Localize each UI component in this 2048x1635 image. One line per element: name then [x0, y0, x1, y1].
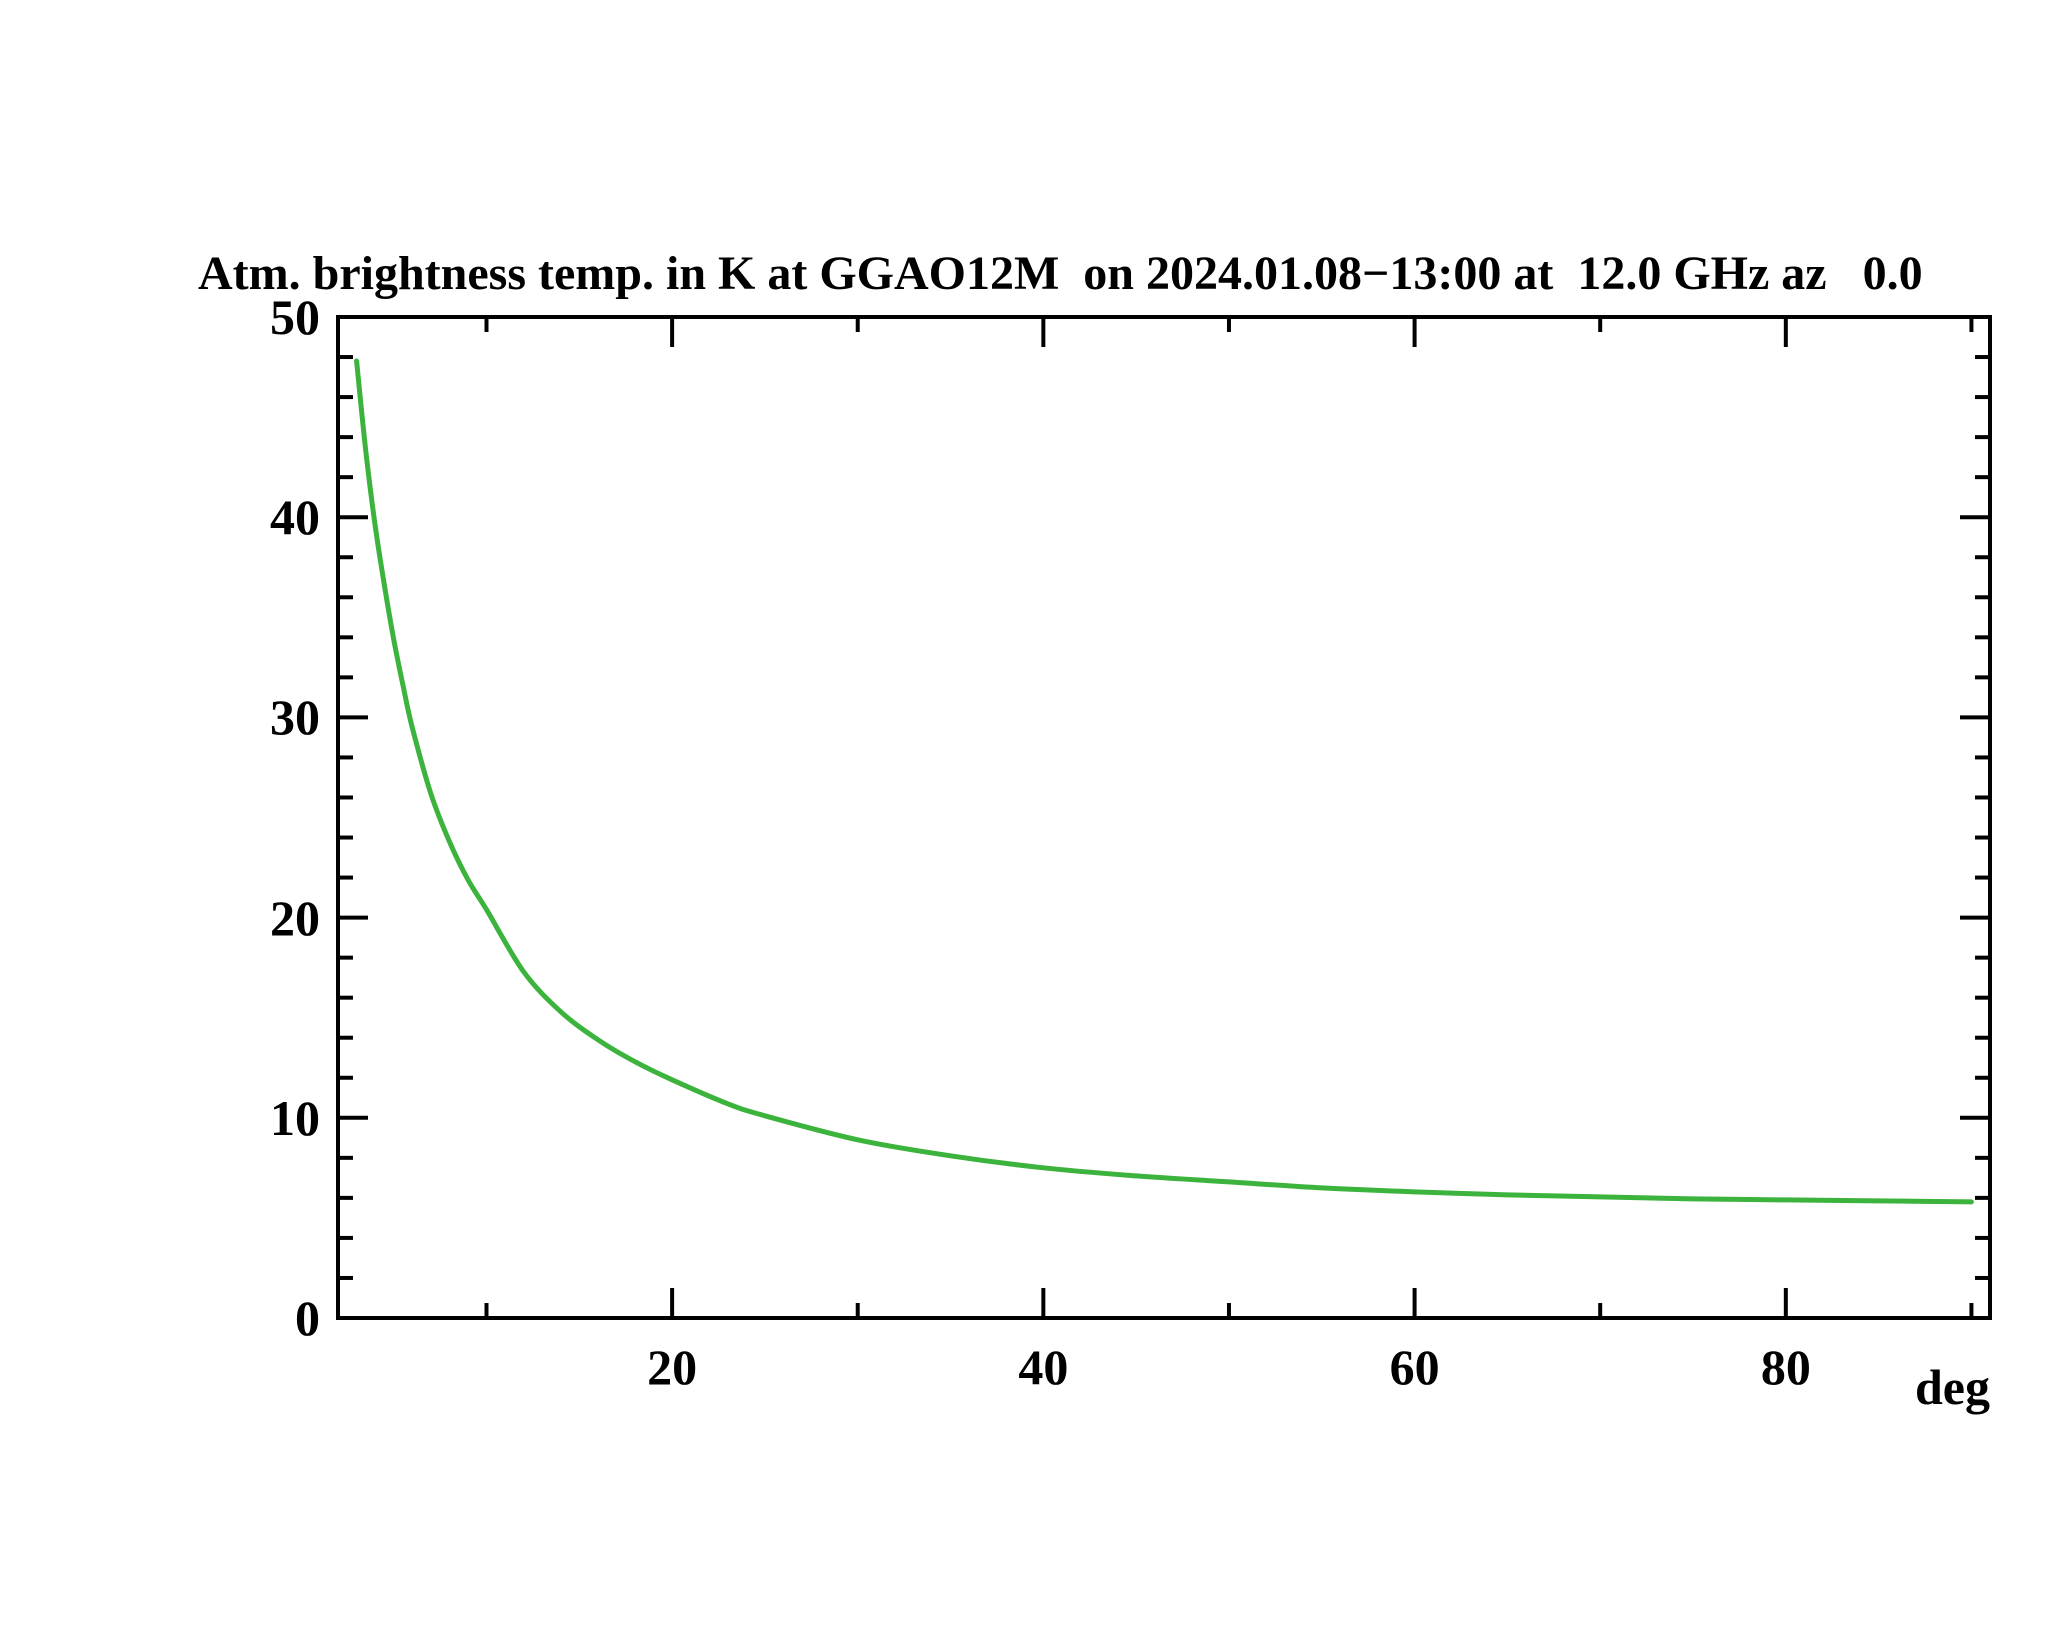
y-tick-label-10: 10 — [270, 1089, 320, 1146]
chart-title: Atm. brightness temp. in K at GGAO12M on… — [198, 247, 1923, 300]
x-tick-label-20: 20 — [647, 1339, 698, 1395]
y-tick-label-0: 0 — [295, 1290, 320, 1346]
y-tick-label-20: 20 — [270, 889, 320, 946]
x-tick-label-60: 60 — [1389, 1339, 1440, 1395]
x-tick-label-80: 80 — [1760, 1339, 1811, 1395]
x-tick-label-40: 40 — [1018, 1339, 1069, 1395]
y-tick-label-50: 50 — [270, 289, 320, 345]
y-tick-label-30: 30 — [270, 689, 320, 746]
y-tick-label-40: 40 — [270, 489, 320, 546]
plot-frame — [336, 315, 1992, 1320]
brightness-temp-curve — [354, 358, 1974, 1205]
x-axis-unit-label: deg — [1915, 1359, 1990, 1415]
